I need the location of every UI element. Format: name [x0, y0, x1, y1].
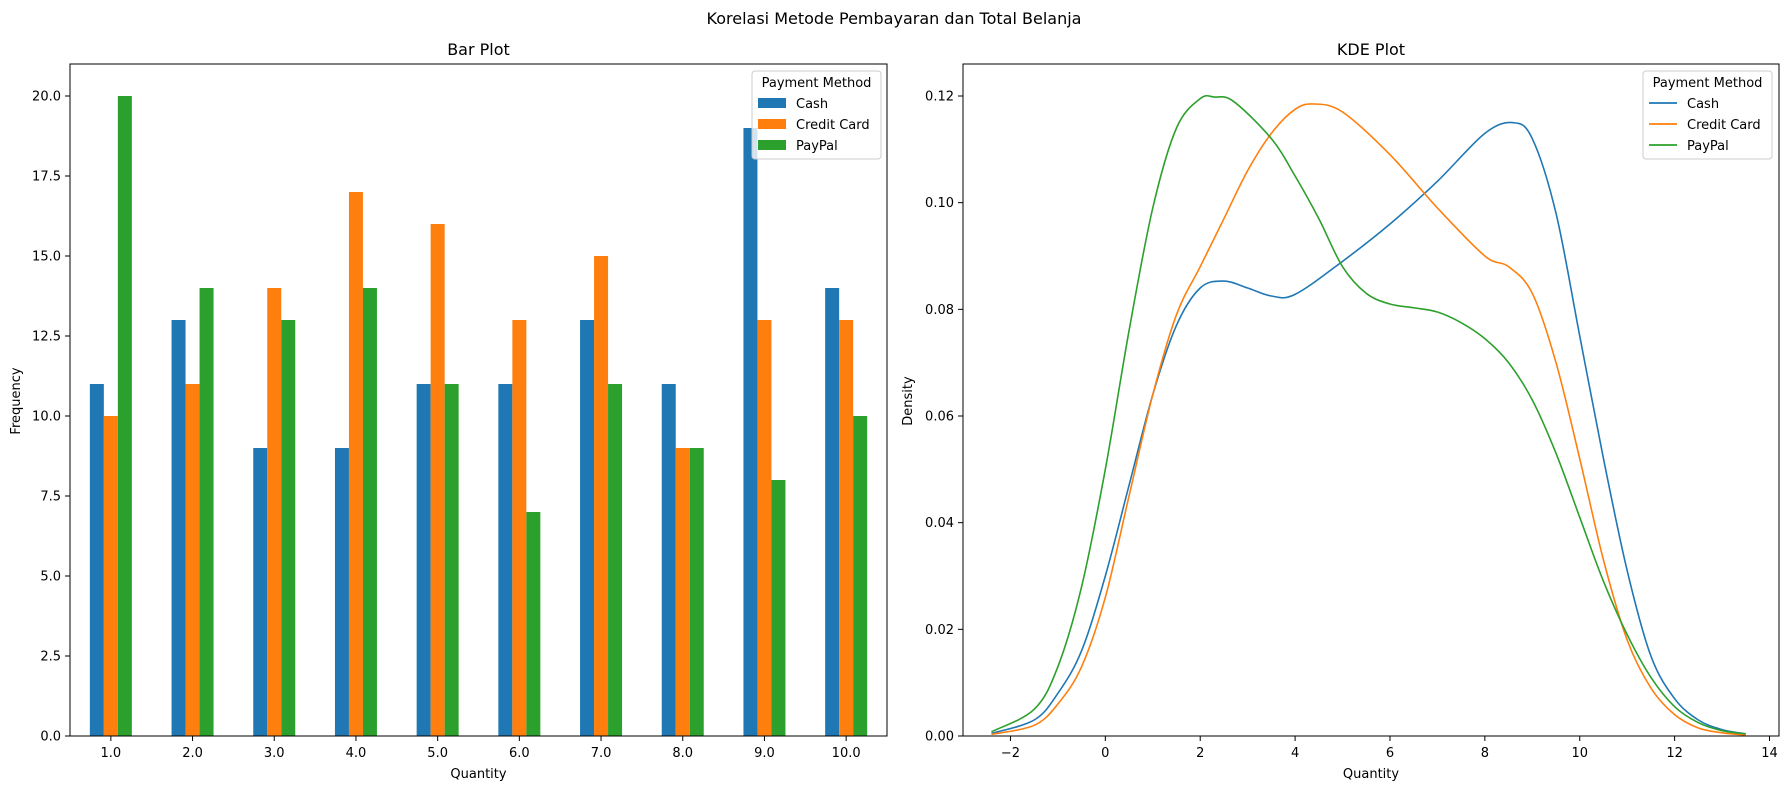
- x-tick-label: 2.0: [182, 746, 203, 761]
- bar: [89, 384, 104, 736]
- kde-chart-panel: KDE Plot Quantity Density 0.000.020.040.…: [901, 40, 1780, 782]
- bar: [416, 384, 431, 736]
- kde-line: [991, 103, 1746, 736]
- bar-chart-title: Bar Plot: [447, 40, 510, 59]
- bar: [171, 320, 186, 736]
- x-tick-label: 0: [1101, 746, 1109, 761]
- kde-chart-title: KDE Plot: [1337, 40, 1405, 59]
- legend-label: PayPal: [1687, 139, 1729, 154]
- bar-chart-frame: [69, 63, 888, 737]
- legend-box: [1642, 70, 1773, 160]
- y-tick-label: 0.02: [925, 623, 954, 638]
- legend-label: Cash: [1687, 97, 1719, 112]
- legend-swatch: [758, 119, 786, 129]
- kde-chart-ylabel: Density: [901, 376, 916, 426]
- bar-chart-legend: Payment Method Cash Credit Card PayPal: [751, 70, 882, 160]
- y-tick-label: 0.10: [925, 196, 954, 211]
- bar: [853, 416, 868, 736]
- x-tick-label: 10.0: [832, 746, 861, 761]
- bar: [185, 384, 200, 736]
- x-tick-label: 14: [1761, 746, 1778, 761]
- bar: [512, 320, 527, 736]
- y-tick-label: 0.08: [925, 303, 954, 318]
- bar: [757, 320, 772, 736]
- y-tick-label: 0.0: [40, 730, 61, 745]
- bar: [199, 288, 214, 736]
- x-tick-label: 1.0: [101, 746, 122, 761]
- legend-label: PayPal: [796, 139, 838, 154]
- bar: [661, 384, 676, 736]
- bar: [743, 128, 758, 736]
- y-tick-label: 0.06: [925, 410, 954, 425]
- legend-title: Payment Method: [1653, 76, 1763, 91]
- x-tick-label: 8.0: [672, 746, 693, 761]
- x-tick-label: 12: [1666, 746, 1683, 761]
- x-tick-label: 2: [1196, 746, 1204, 761]
- bar-chart-xlabel: Quantity: [450, 767, 506, 782]
- legend-label: Cash: [796, 97, 828, 112]
- x-tick-label: 4.0: [346, 746, 367, 761]
- kde-line: [991, 121, 1746, 735]
- bar: [117, 96, 132, 736]
- x-tick-label: 4: [1291, 746, 1299, 761]
- bar: [594, 256, 609, 736]
- bar: [253, 448, 268, 736]
- legend-label: Credit Card: [796, 118, 870, 133]
- y-tick-label: 10.0: [32, 410, 61, 425]
- bar: [334, 448, 349, 736]
- kde-chart-frame: [962, 63, 1780, 737]
- kde-line: [991, 94, 1746, 735]
- x-tick-label: 8: [1481, 746, 1489, 761]
- x-tick-label: 7.0: [591, 746, 612, 761]
- y-tick-label: 0.12: [925, 90, 954, 105]
- bar: [675, 448, 690, 736]
- bar: [771, 480, 786, 736]
- bar: [608, 384, 623, 736]
- bar: [839, 320, 854, 736]
- bar: [348, 192, 363, 736]
- y-tick-label: 20.0: [32, 90, 61, 105]
- y-tick-label: 17.5: [32, 170, 61, 185]
- legend-swatch: [758, 140, 786, 150]
- bar: [526, 512, 541, 736]
- x-tick-label: 10: [1571, 746, 1588, 761]
- bar-chart-ylabel: Frequency: [9, 367, 24, 434]
- x-tick-label: 6: [1386, 746, 1394, 761]
- legend-title: Payment Method: [762, 76, 872, 91]
- y-tick-label: 2.5: [40, 650, 61, 665]
- y-tick-label: 0.04: [925, 516, 954, 531]
- bar: [689, 448, 704, 736]
- bar: [580, 320, 595, 736]
- y-tick-label: 0.00: [925, 730, 954, 745]
- bar: [430, 224, 445, 736]
- kde-chart-xlabel: Quantity: [1343, 767, 1399, 782]
- bar: [498, 384, 513, 736]
- bar: [267, 288, 282, 736]
- bar-chart-plot-area: 0.0 2.5 5.0 7.5 10.0 12.5 15.0 17.5 20.0 1.0 2.0 3.…: [32, 63, 888, 761]
- figure-title: Korelasi Metode Pembayaran dan Total Bel…: [707, 9, 1082, 28]
- kde-chart-legend: Payment Method Cash Credit Card PayPal: [1642, 70, 1773, 160]
- x-tick-label: 9.0: [754, 746, 775, 761]
- y-tick-label: 15.0: [32, 250, 61, 265]
- x-tick-label: 6.0: [509, 746, 530, 761]
- legend-swatch: [758, 98, 786, 108]
- bar: [281, 320, 296, 736]
- x-tick-label: −2: [1001, 746, 1020, 761]
- bar: [103, 416, 118, 736]
- legend-box: [751, 70, 882, 160]
- bar: [362, 288, 377, 736]
- y-tick-label: 7.5: [40, 490, 61, 505]
- x-tick-label: 3.0: [264, 746, 285, 761]
- bar: [825, 288, 840, 736]
- bar-chart-panel: Bar Plot Quantity Frequency 0.0 2.5 5.0 7.5…: [9, 40, 888, 782]
- y-tick-label: 12.5: [32, 330, 61, 345]
- x-tick-label: 5.0: [427, 746, 448, 761]
- legend-label: Credit Card: [1687, 118, 1761, 133]
- y-tick-label: 5.0: [40, 570, 61, 585]
- kde-chart-plot-area: 0.00 0.02 0.04 0.06 0.08 0.10 0.12 −2 0 2 4 6 8 10 12 1…: [925, 63, 1780, 761]
- bar: [444, 384, 459, 736]
